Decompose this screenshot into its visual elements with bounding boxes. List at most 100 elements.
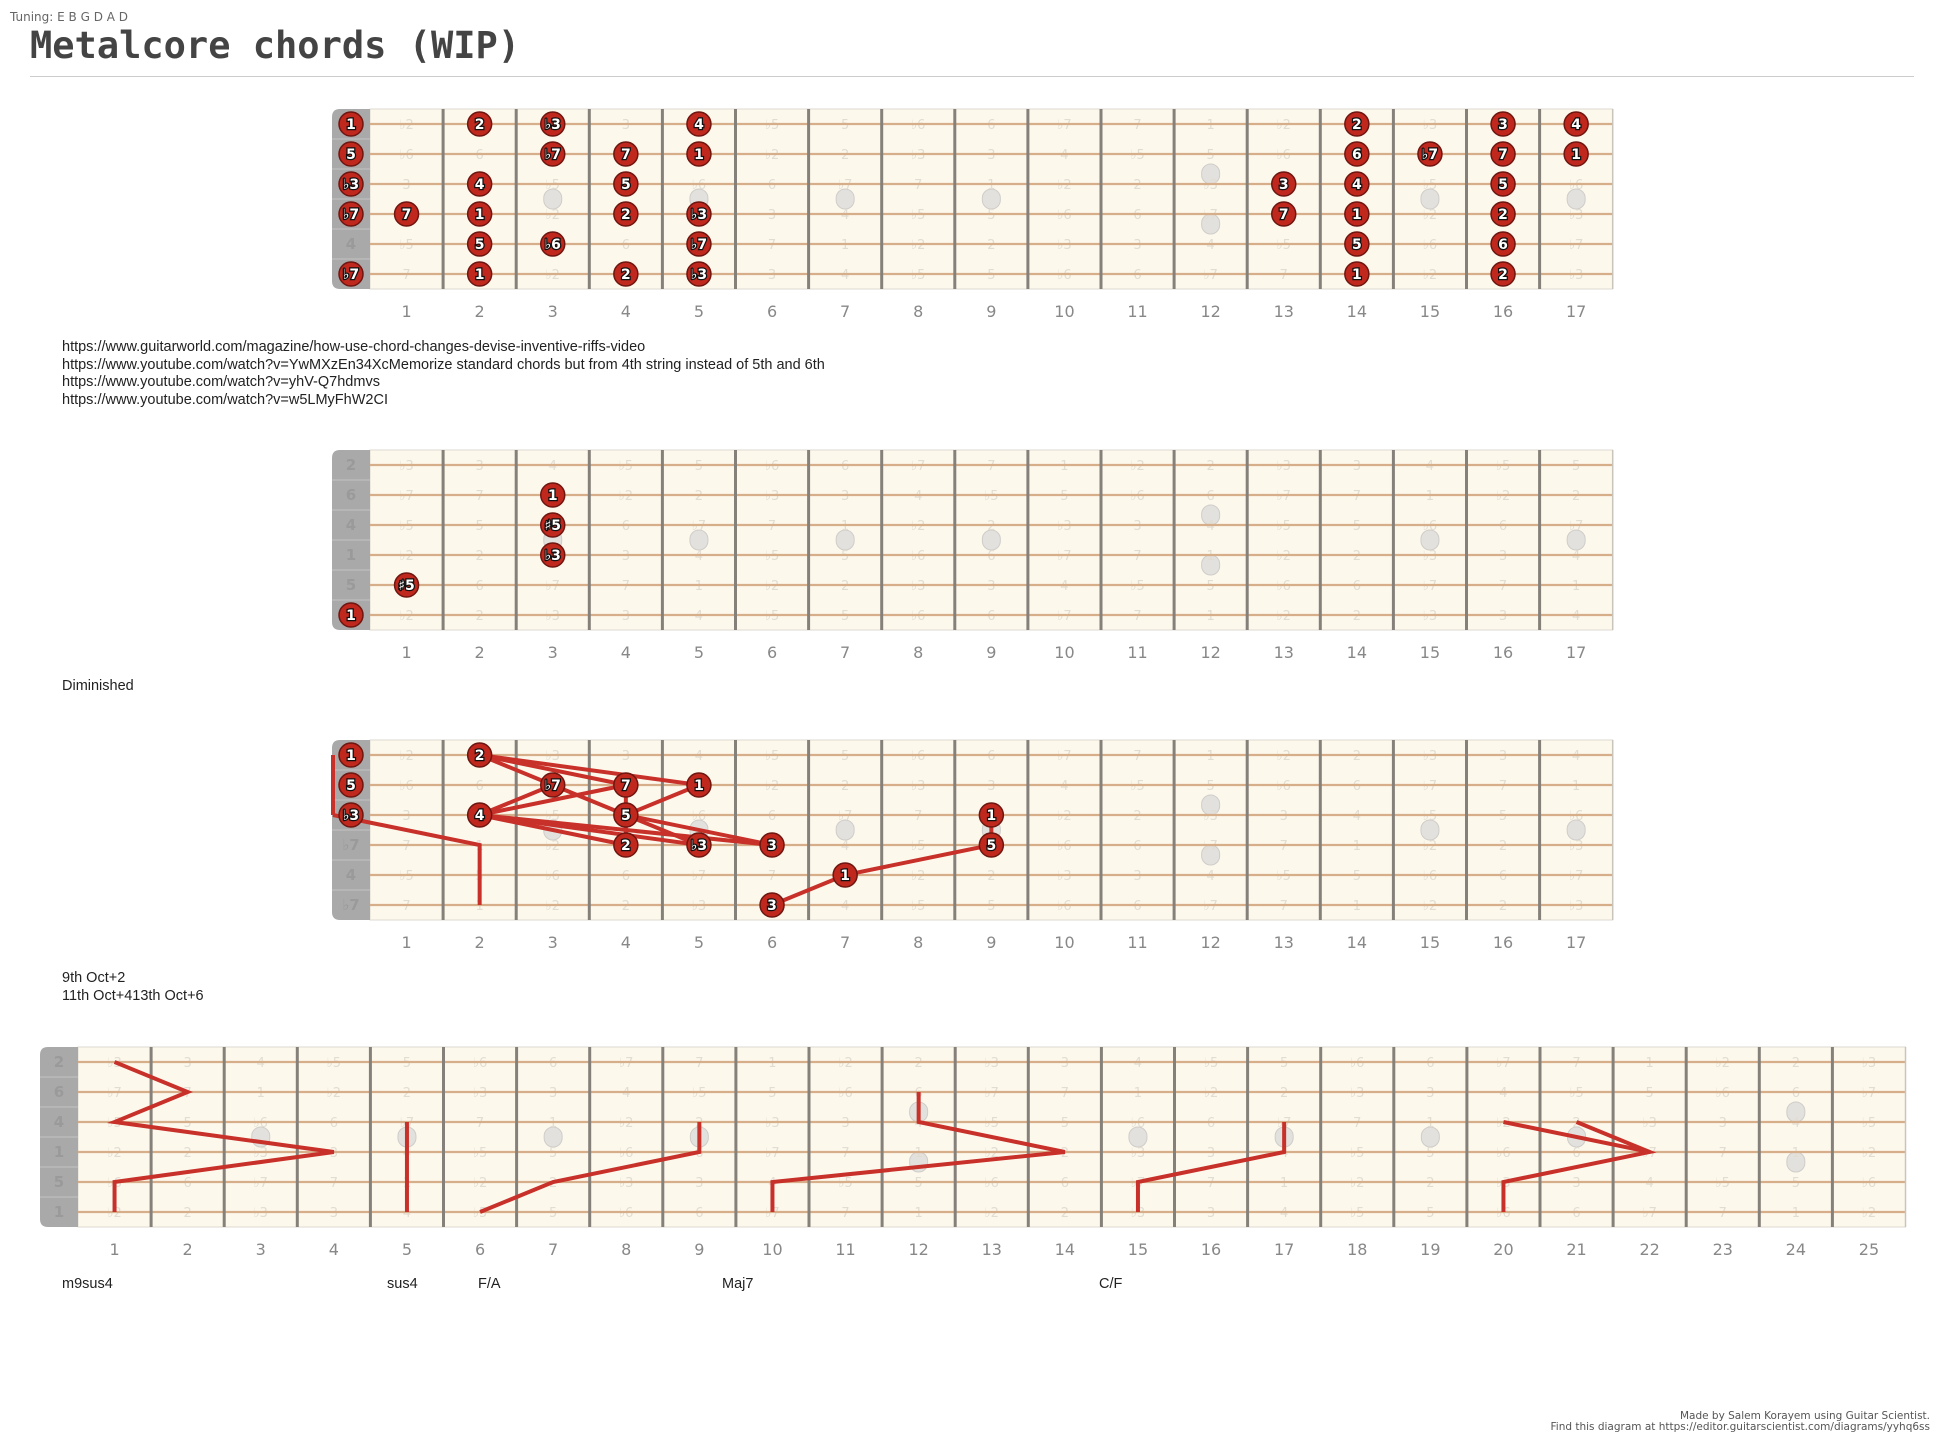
fretboard-svg: ♭2 ♭3 3 4 ♭5 5 ♭6 6 ♭7 7 1 ♭2 2 ♭3 3 4 ♭6 6 ♭2 2 ♭3 3 4 ♭5 5 ♭6 6 ♭… [331, 739, 1614, 952]
note-marker: ♯5 [540, 512, 566, 538]
chord-label-f-over-a: F/A [478, 1276, 501, 1292]
ghost-interval-label: ♭3 [1423, 118, 1437, 133]
fret-number: 7 [840, 302, 850, 321]
ghost-interval-label: ♭3 [1277, 459, 1291, 474]
ghost-interval-label: ♭6 [1423, 238, 1437, 253]
note-interval-label: 1 [986, 808, 996, 824]
ghost-interval-label: 4 [1060, 148, 1068, 163]
ghost-interval-label: ♭5 [1277, 238, 1291, 253]
note-interval-label: 1 [475, 267, 485, 283]
note-interval-label: 2 [621, 838, 631, 854]
octave-note-2: 11th Oct+413th Oct+6 [62, 987, 204, 1004]
note-marker: 7 [1271, 201, 1297, 227]
fret-number: 6 [767, 643, 777, 662]
ghost-interval-label: ♭2 [1862, 1206, 1876, 1221]
ghost-interval-label: 2 [1353, 609, 1361, 624]
note-marker: ♭7 [540, 141, 566, 167]
note-circle [1344, 261, 1370, 287]
ghost-interval-label: 1 [1792, 1206, 1800, 1221]
ghost-interval-label: 7 [1133, 749, 1141, 764]
ghost-interval-label: ♭2 [1350, 1176, 1364, 1191]
ghost-interval-label: 3 [622, 609, 630, 624]
ghost-interval-label: 5 [54, 1173, 64, 1191]
note-marker: 1 [338, 602, 364, 628]
ghost-interval-label: ♭7 [1203, 899, 1217, 914]
fret-number: 16 [1493, 302, 1513, 321]
ghost-interval-label: ♭2 [1277, 749, 1291, 764]
note-circle [1344, 171, 1370, 197]
ghost-interval-label: ♭2 [399, 609, 413, 624]
ghost-interval-label: ♭2 [473, 1176, 487, 1191]
ghost-interval-label: ♭2 [1496, 489, 1510, 504]
ghost-interval-label: ♭7 [1496, 1056, 1510, 1071]
inlay-dot [981, 529, 1001, 551]
ghost-interval-label: 6 [476, 579, 484, 594]
link-guitarworld[interactable]: https://www.guitarworld.com/magazine/how… [62, 339, 646, 355]
note-marker: ♭3 [338, 171, 364, 197]
fretboard-diagram-4: 2 ♭3 3 4 ♭5 5 ♭6 6 ♭7 7 1 ♭2 2 ♭3 3 4 ♭5 5 ♭6 6 ♭7 7 1 ♭2 2 ♭3 6 ♭7… [40, 1046, 1910, 1262]
note-circle [613, 141, 639, 167]
note-interval-label: 1 [694, 778, 704, 794]
note-circle [466, 802, 493, 828]
fret-number: 15 [1420, 643, 1440, 662]
ghost-interval-label: ♭5 [1130, 148, 1144, 163]
ghost-interval-label: ♭5 [1862, 1116, 1876, 1131]
ghost-interval-label: 3 [1499, 749, 1507, 764]
ghost-interval-label: ♭3 [1057, 519, 1071, 534]
ghost-interval-label: ♭6 [546, 869, 560, 884]
ghost-interval-label: ♭2 [911, 519, 925, 534]
link-youtube-2[interactable]: https://www.youtube.com/watch?v=yhV-Q7hd… [62, 374, 380, 390]
fret-number: 24 [1786, 1240, 1806, 1259]
fret-number: 2 [475, 643, 485, 662]
ghost-interval-label: 4 [1207, 869, 1215, 884]
ghost-interval-label: 1 [841, 519, 849, 534]
ghost-interval-label: 2 [915, 1056, 923, 1071]
ghost-interval-label: 4 [257, 1056, 265, 1071]
ghost-interval-label: ♭7 [546, 579, 560, 594]
ghost-interval-label: 6 [987, 118, 995, 133]
ghost-interval-label: 2 [1499, 899, 1507, 914]
link-youtube-3[interactable]: https://www.youtube.com/watch?v=w5LMyFhW… [62, 391, 388, 408]
fret-number: 8 [913, 933, 923, 952]
note-circle [686, 772, 712, 798]
note-circle [1490, 141, 1516, 167]
connection-line [1501, 1120, 1657, 1212]
ghost-interval-label: ♭5 [1569, 1086, 1583, 1101]
ghost-interval-label: 7 [1061, 1086, 1069, 1101]
note-marker: 1 [466, 201, 493, 227]
footer-link[interactable]: Find this diagram at https://editor.guit… [1550, 1421, 1931, 1433]
ghost-interval-label: 6 [346, 486, 356, 504]
fret-number: 9 [694, 1240, 704, 1259]
link-youtube-1[interactable]: https://www.youtube.com/watch?v=YwMXzEn3… [62, 356, 825, 373]
ghost-interval-label: 5 [1646, 1086, 1654, 1101]
ghost-interval-label: 1 [476, 899, 484, 914]
note-circle [978, 832, 1005, 858]
ghost-interval-label: ♭3 [473, 1086, 487, 1101]
ghost-interval-label: ♭5 [765, 118, 779, 133]
fret-number: 9 [986, 302, 996, 321]
note-marker: 4 [686, 111, 712, 137]
note-interval-label: 2 [475, 117, 485, 133]
connection-line [625, 783, 700, 817]
note-circle [338, 111, 364, 137]
ghost-interval-label: ♭7 [1057, 118, 1071, 133]
note-interval-label: 3 [767, 898, 777, 914]
ghost-interval-label: 3 [1133, 519, 1141, 534]
tuning-label: Tuning: E B G D A D [10, 10, 129, 24]
fret-number: 12 [1200, 302, 1220, 321]
ghost-interval-label: ♭7 [1423, 579, 1437, 594]
fret-number: 1 [401, 302, 411, 321]
note-marker: 1 [1563, 141, 1589, 167]
fret-number: 21 [1566, 1240, 1586, 1259]
fret-number: 17 [1566, 302, 1586, 321]
note-circle [540, 772, 566, 798]
ghost-interval-label: ♭2 [546, 899, 560, 914]
fret-number: 7 [548, 1240, 558, 1259]
inlay-dot [981, 188, 1001, 210]
ghost-interval-label: 2 [54, 1053, 64, 1071]
fret-number: 12 [1200, 643, 1220, 662]
fret-number: 1 [401, 933, 411, 952]
ghost-interval-label: 4 [1207, 238, 1215, 253]
note-circle [613, 171, 639, 197]
ghost-interval-label: ♭7 [1642, 1206, 1656, 1221]
